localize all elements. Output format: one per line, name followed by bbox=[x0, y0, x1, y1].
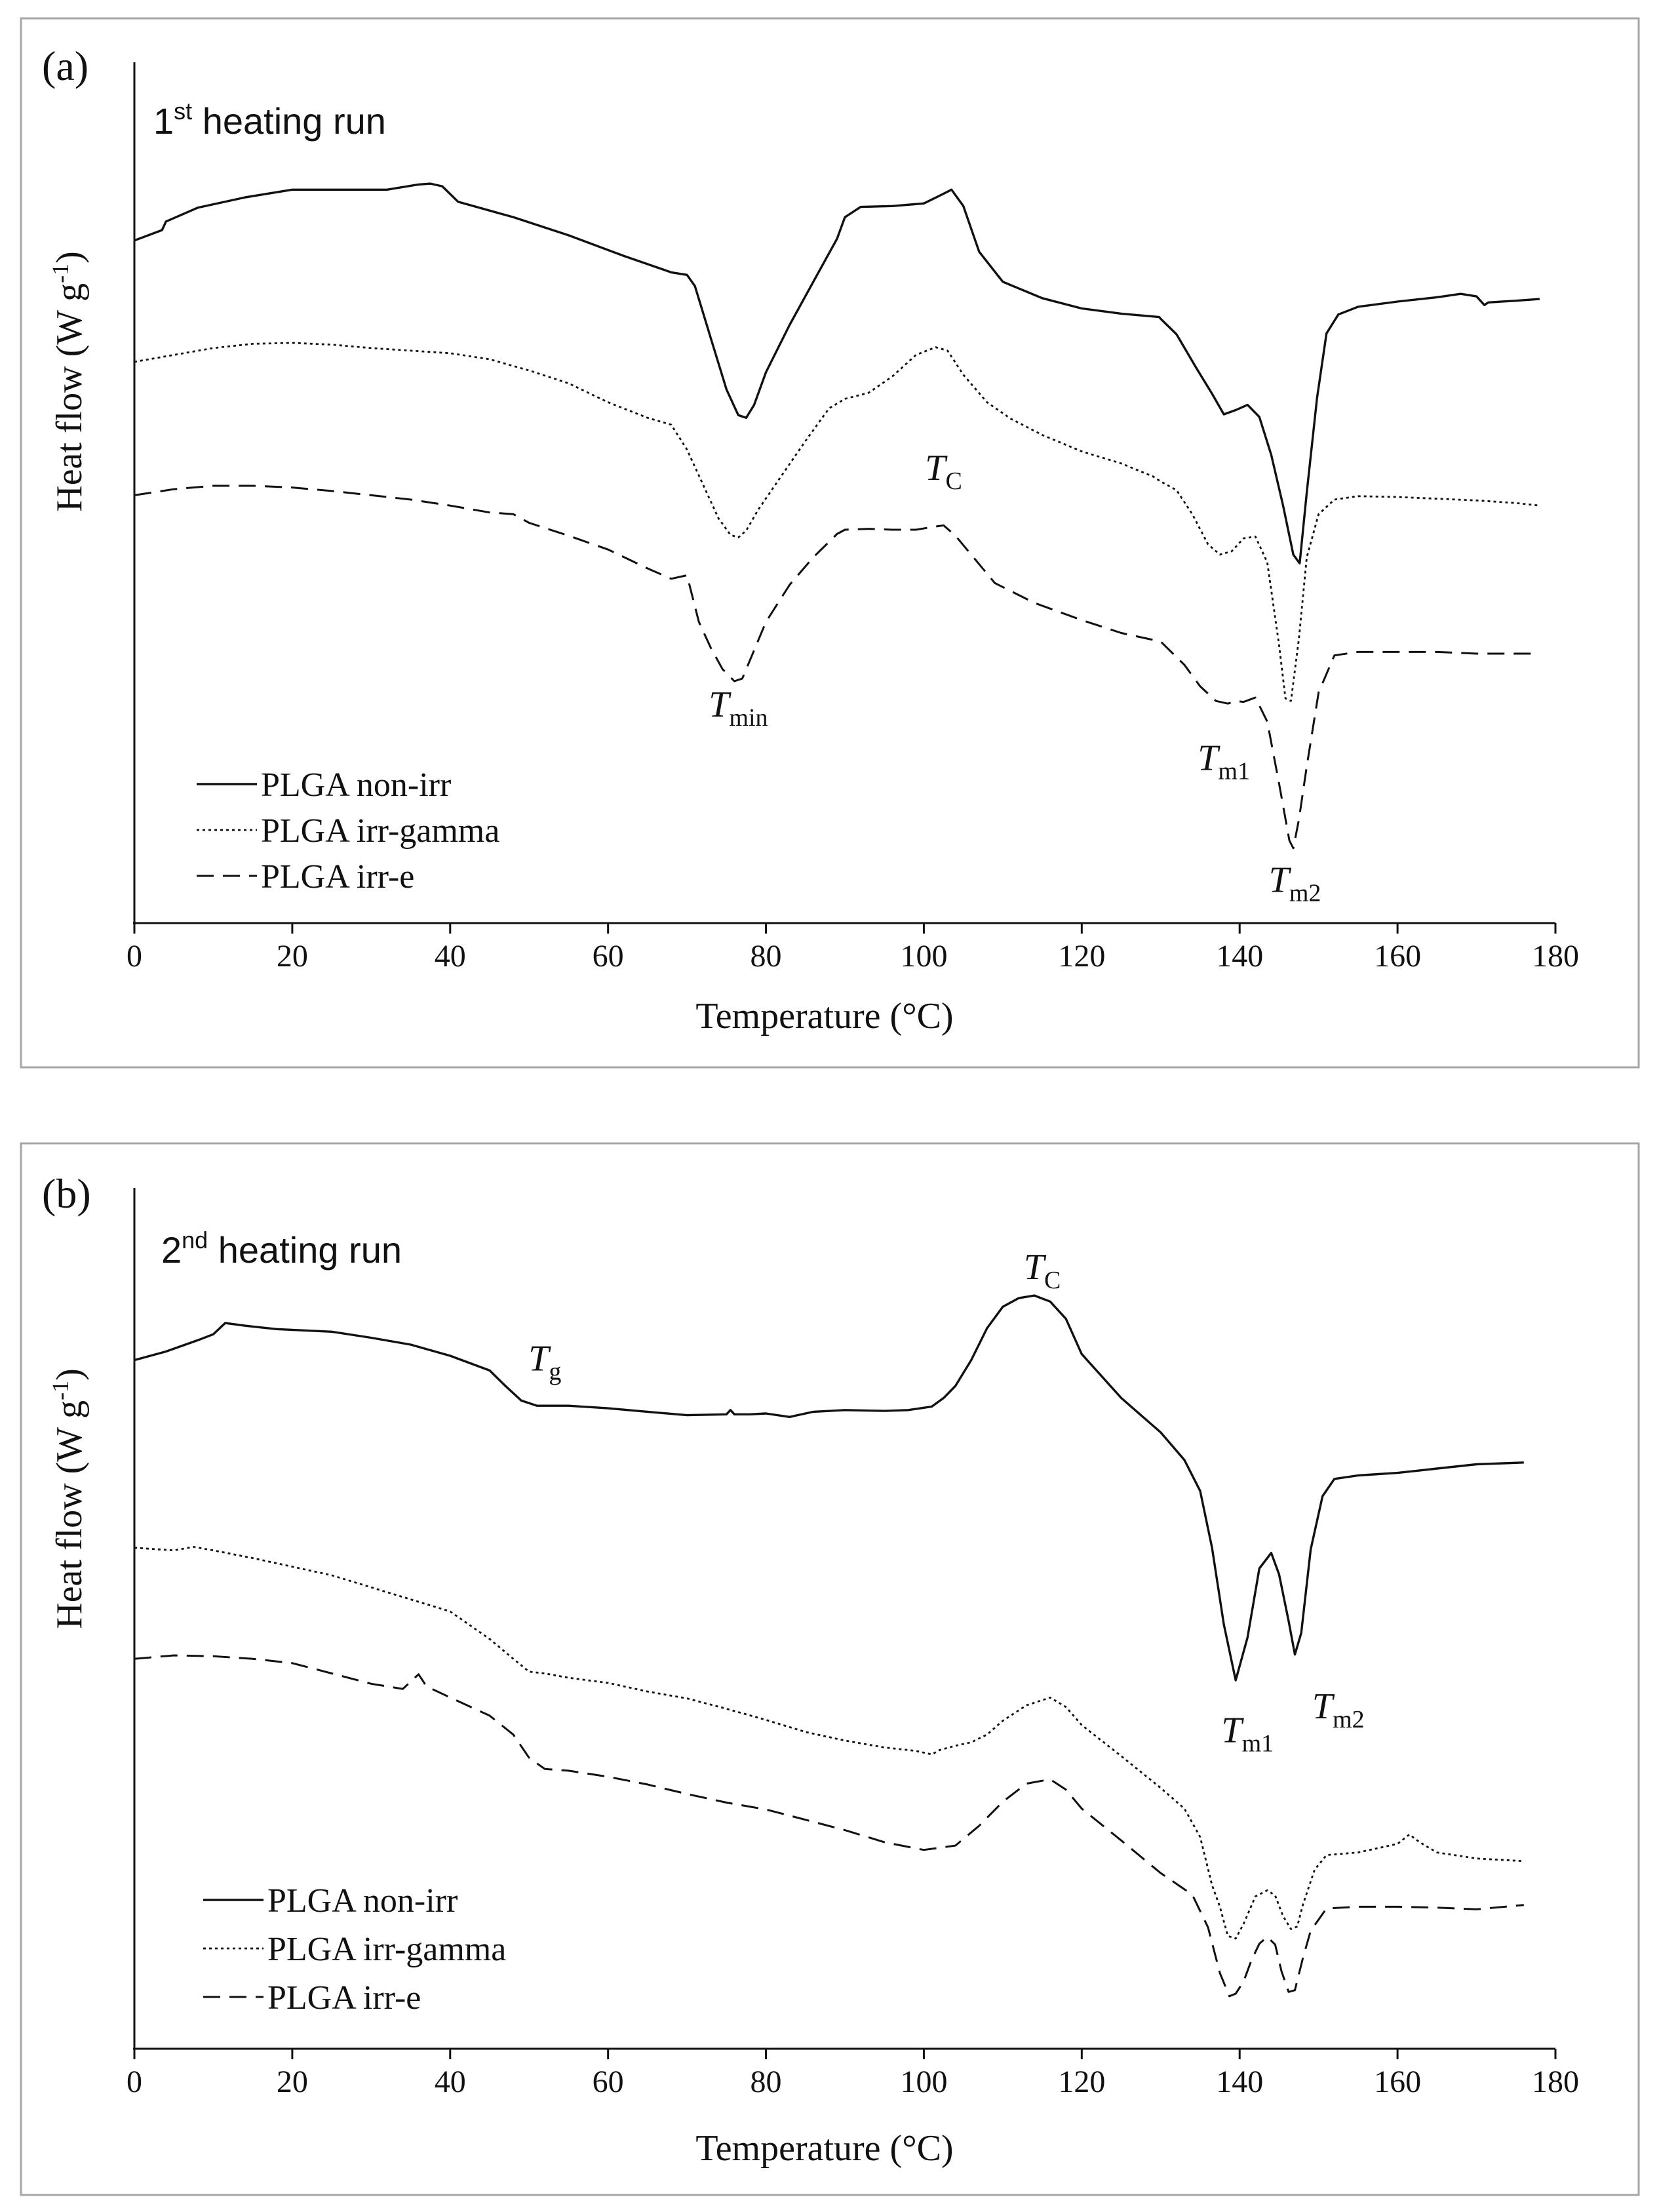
annotation-label: Tm2 bbox=[1269, 860, 1321, 907]
annotation-label: Tg bbox=[528, 1338, 561, 1385]
x-tick-label: 40 bbox=[435, 2064, 466, 2099]
x-tick-label: 100 bbox=[900, 939, 947, 974]
panel-a-annotations: Tmin TC Tm1 Tm2 bbox=[709, 448, 1321, 907]
x-tick-label: 140 bbox=[1216, 939, 1263, 974]
panel-b: (b) 2nd heating run Heat flow (W g-1) Te… bbox=[20, 1142, 1640, 2196]
legend-item: PLGA non-irr bbox=[203, 1882, 458, 1920]
panel-a-title: 1st heating run bbox=[153, 98, 386, 142]
legend-item: PLGA non-irr bbox=[197, 766, 451, 804]
x-tick-label: 20 bbox=[277, 2064, 308, 2099]
x-tick-label: 20 bbox=[277, 939, 308, 974]
panel-b-label: (b) bbox=[42, 1170, 91, 1217]
panel-a-ticks: 0 20 40 60 80 100 120 140 160 180 bbox=[127, 62, 1579, 974]
series-line-plga-irr-gamma bbox=[134, 342, 1540, 702]
series-line-plga-irr-gamma bbox=[134, 1546, 1524, 1940]
panel-a-y-axis-label: Heat flow (W g-1) bbox=[47, 251, 90, 512]
legend-item: PLGA irr-gamma bbox=[197, 812, 499, 850]
panel-b-x-axis-label: Temperature (°C) bbox=[695, 2128, 953, 2169]
x-tick-label: 60 bbox=[593, 2064, 624, 2099]
panel-b-legend: PLGA non-irr PLGA irr-gamma PLGA irr-e bbox=[203, 1882, 506, 2017]
legend-label: PLGA irr-e bbox=[261, 858, 414, 896]
x-tick-label: 0 bbox=[127, 939, 142, 974]
x-tick-label: 120 bbox=[1058, 2064, 1105, 2099]
annotation-label: TC bbox=[925, 448, 962, 495]
legend-label: PLGA non-irr bbox=[261, 766, 451, 804]
legend-label: PLGA irr-gamma bbox=[261, 812, 499, 850]
legend-label: PLGA non-irr bbox=[267, 1882, 458, 1920]
panel-a: (a) 1st heating run Heat flow (W g-1) Te… bbox=[20, 17, 1640, 1069]
x-tick-label: 180 bbox=[1532, 2064, 1579, 2099]
panel-b-ticks: 0 20 40 60 80 100 120 140 160 180 bbox=[127, 1188, 1579, 2099]
annotation-label: Tmin bbox=[709, 684, 768, 732]
legend-label: PLGA irr-e bbox=[267, 1979, 421, 2017]
annotation-label: Tm1 bbox=[1221, 1710, 1274, 1758]
legend-item: PLGA irr-e bbox=[197, 858, 414, 896]
panel-b-y-axis-label: Heat flow (W g-1) bbox=[47, 1368, 90, 1629]
series-line-plga-non-irr bbox=[134, 1294, 1524, 1682]
annotation-label: Tm2 bbox=[1312, 1686, 1365, 1733]
x-tick-label: 120 bbox=[1058, 939, 1105, 974]
panel-b-title: 2nd heating run bbox=[161, 1227, 402, 1271]
series-line-plga-irr-e bbox=[134, 484, 1540, 850]
x-tick-label: 160 bbox=[1374, 2064, 1421, 2099]
x-tick-label: 160 bbox=[1374, 939, 1421, 974]
series-line-plga-irr-e bbox=[134, 1654, 1524, 1998]
panel-a-series bbox=[134, 182, 1540, 850]
x-tick-label: 80 bbox=[751, 2064, 782, 2099]
annotation-label: TC bbox=[1024, 1247, 1061, 1294]
annotation-label: Tm1 bbox=[1198, 738, 1250, 785]
x-tick-label: 60 bbox=[593, 939, 624, 974]
panel-a-legend: PLGA non-irr PLGA irr-gamma PLGA irr-e bbox=[197, 766, 499, 896]
panel-b-frame bbox=[20, 1142, 1640, 2196]
x-tick-label: 180 bbox=[1532, 939, 1579, 974]
x-tick-label: 100 bbox=[900, 2064, 947, 2099]
x-tick-label: 140 bbox=[1216, 2064, 1263, 2099]
x-tick-label: 40 bbox=[435, 939, 466, 974]
panel-a-frame bbox=[20, 17, 1640, 1069]
x-tick-label: 80 bbox=[751, 939, 782, 974]
series-line-plga-non-irr bbox=[134, 182, 1540, 564]
panel-b-annotations: Tg TC Tm1 Tm2 bbox=[528, 1247, 1364, 1757]
legend-item: PLGA irr-e bbox=[203, 1979, 421, 2017]
x-tick-label: 0 bbox=[127, 2064, 142, 2099]
legend-label: PLGA irr-gamma bbox=[267, 1931, 506, 1968]
legend-item: PLGA irr-gamma bbox=[203, 1931, 506, 1968]
panel-b-series bbox=[134, 1294, 1524, 1998]
panel-a-label: (a) bbox=[42, 43, 88, 89]
panel-a-x-axis-label: Temperature (°C) bbox=[695, 996, 953, 1037]
